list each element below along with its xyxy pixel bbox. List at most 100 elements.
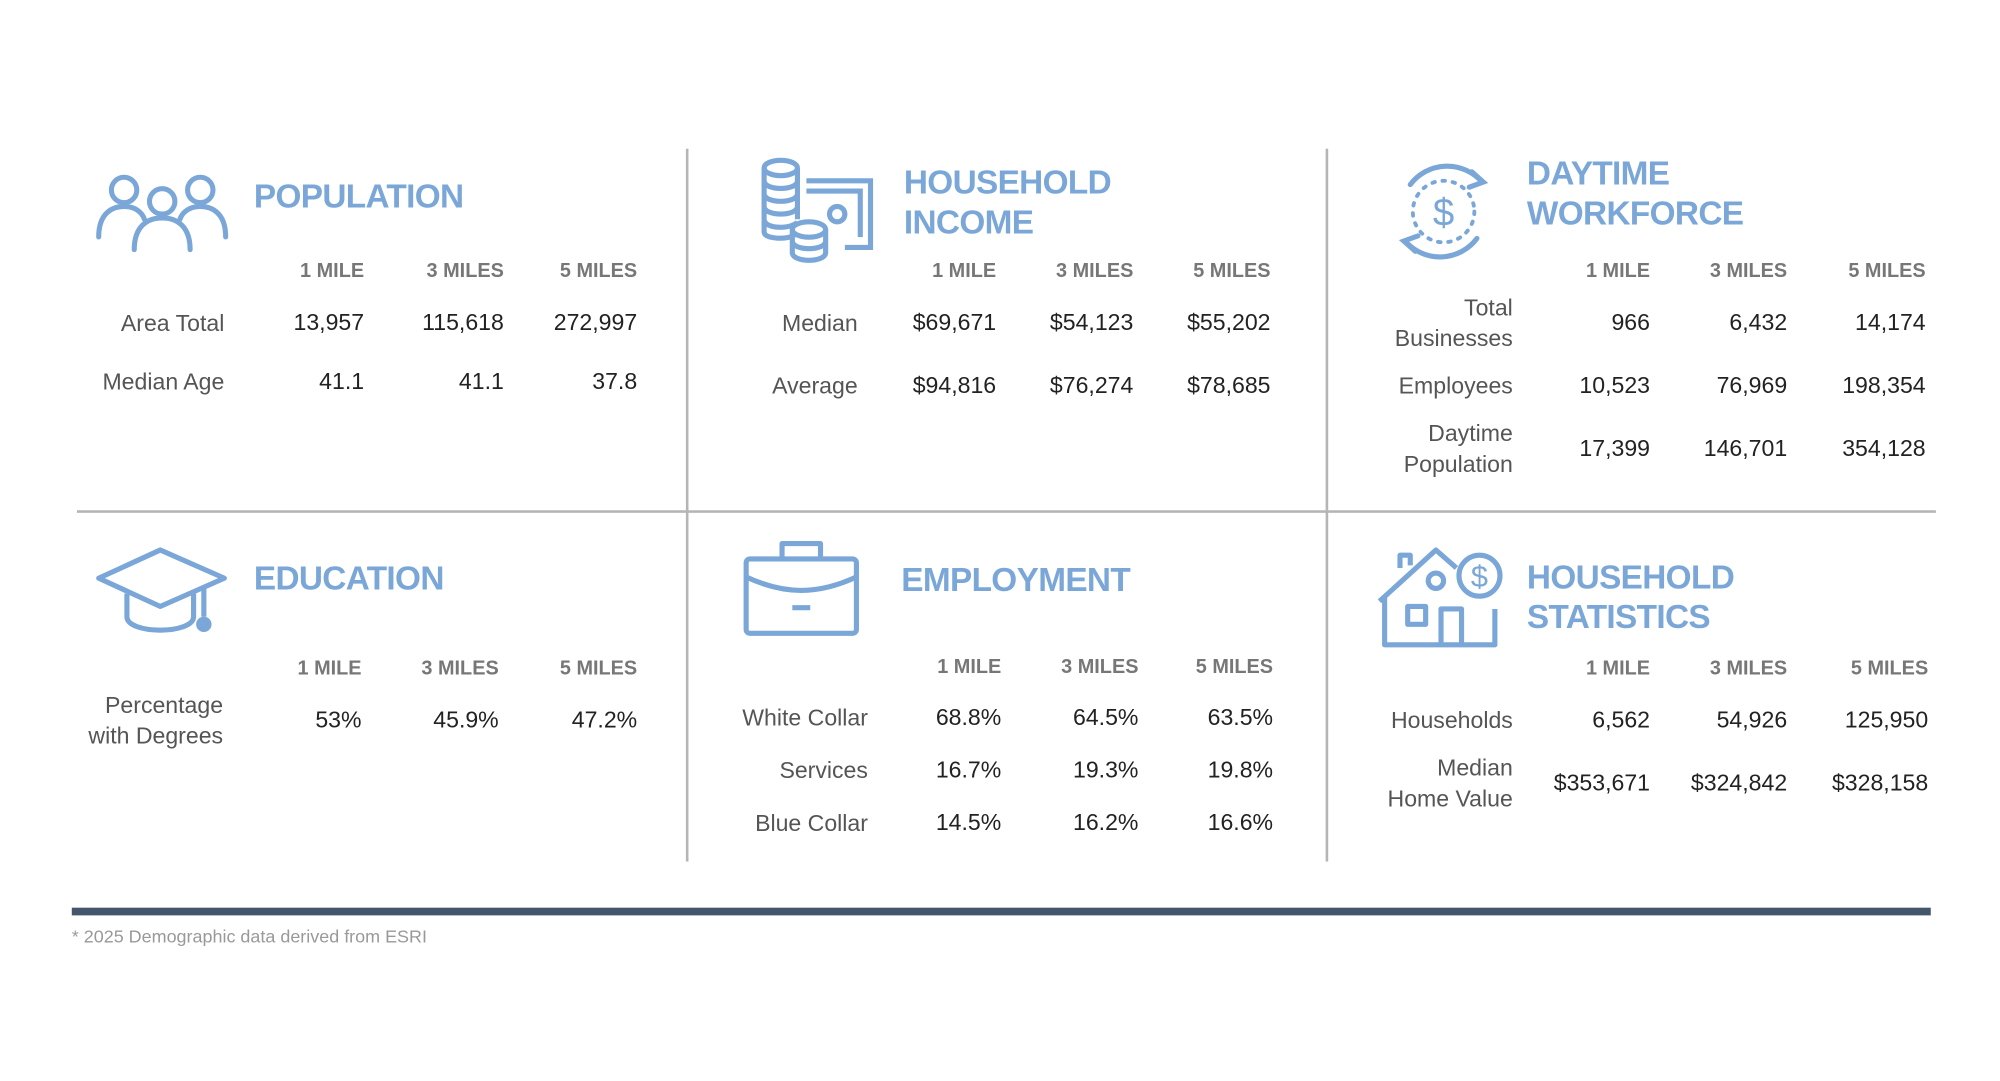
row-label-line: Median Age bbox=[102, 369, 225, 395]
cell-value: $78,685 bbox=[1187, 372, 1271, 399]
population-title: POPULATION bbox=[254, 177, 464, 217]
row-label-line: Total bbox=[1464, 294, 1513, 321]
cell-value: 16.6% bbox=[1207, 809, 1274, 836]
cell-value: 41.1 bbox=[458, 368, 504, 395]
row-label: Area Total bbox=[6, 308, 224, 339]
cell-value: $94,816 bbox=[912, 372, 997, 399]
cell-value: 115,618 bbox=[422, 309, 504, 336]
row-label-line: Percentage bbox=[105, 692, 224, 718]
column-header: 1 MILE bbox=[937, 656, 1002, 679]
cell-value: 272,997 bbox=[553, 309, 638, 336]
row-label: Households bbox=[1295, 705, 1513, 736]
title-line: DAYTIME bbox=[1526, 153, 1670, 193]
dollar-cycle-icon: $ bbox=[1392, 159, 1495, 264]
cell-value: 76,969 bbox=[1716, 372, 1788, 399]
row-label: White Collar bbox=[650, 703, 868, 734]
column-header: 3 MILES bbox=[1709, 260, 1788, 283]
column-header: 3 MILES bbox=[1061, 656, 1139, 679]
cell-value: 47.2% bbox=[571, 707, 638, 733]
title-line: WORKFORCE bbox=[1526, 193, 1744, 233]
row-label-line: Median bbox=[781, 310, 858, 336]
row-label: Median bbox=[640, 308, 858, 339]
row-label: Employees bbox=[1295, 371, 1513, 402]
cell-value: 354,128 bbox=[1842, 435, 1926, 461]
row-label-line: Businesses bbox=[1394, 325, 1513, 352]
column-header: 1 MILE bbox=[300, 260, 365, 283]
cell-value: 6,432 bbox=[1729, 309, 1788, 336]
column-header: 3 MILES bbox=[1056, 260, 1134, 283]
row-label-line: White Collar bbox=[742, 705, 868, 731]
column-header: 5 MILES bbox=[1850, 657, 1929, 680]
briefcase-icon bbox=[743, 538, 859, 636]
cell-value: 16.2% bbox=[1073, 809, 1139, 836]
graduation-cap-icon bbox=[96, 545, 227, 637]
cell-value: 14,174 bbox=[1855, 309, 1926, 336]
row-label: Percentage with Degrees bbox=[5, 690, 223, 752]
title-line: HOUSEHOLD bbox=[1526, 557, 1735, 597]
column-header: 5 MILES bbox=[559, 657, 638, 680]
cell-value: 19.3% bbox=[1073, 757, 1139, 783]
svg-text:$: $ bbox=[1471, 559, 1488, 594]
cell-value: 125,950 bbox=[1844, 707, 1929, 733]
house-dollar-icon: $ bbox=[1377, 545, 1505, 648]
row-label-line: Employees bbox=[1398, 373, 1513, 399]
cell-value: 41.1 bbox=[319, 368, 365, 395]
people-icon bbox=[96, 173, 229, 253]
cell-value: 17,399 bbox=[1579, 435, 1650, 461]
column-header: 1 MILE bbox=[1585, 260, 1650, 283]
cell-value: $69,671 bbox=[912, 309, 997, 336]
row-label-line: Households bbox=[1390, 707, 1513, 734]
title-line: INCOME bbox=[903, 202, 1034, 242]
divider-vertical bbox=[1325, 148, 1329, 862]
coins-cash-icon bbox=[760, 157, 874, 263]
title-line: EDUCATION bbox=[253, 558, 445, 598]
column-header: 5 MILES bbox=[1193, 260, 1271, 283]
row-label-line: Services bbox=[779, 757, 868, 784]
title-line: POPULATION bbox=[253, 176, 464, 216]
cell-value: 198,354 bbox=[1842, 372, 1926, 399]
row-label-line: Daytime bbox=[1428, 420, 1513, 447]
cell-value: 966 bbox=[1611, 309, 1650, 336]
cell-value: 68.8% bbox=[935, 704, 1002, 731]
employment-title: EMPLOYMENT bbox=[901, 560, 1130, 600]
cell-value: 14.5% bbox=[935, 809, 1002, 836]
footer-bar bbox=[71, 907, 1931, 916]
column-header: 1 MILE bbox=[932, 260, 997, 283]
row-label-line: Blue Collar bbox=[755, 810, 868, 836]
cell-value: $76,274 bbox=[1049, 372, 1134, 399]
row-label: Median Home Value bbox=[1295, 753, 1513, 815]
divider-horizontal bbox=[76, 510, 1936, 513]
column-header: 5 MILES bbox=[1848, 260, 1926, 283]
cell-value: 16.7% bbox=[935, 757, 1002, 783]
divider-vertical bbox=[685, 148, 689, 862]
row-label-line: Population bbox=[1403, 451, 1513, 477]
title-line: STATISTICS bbox=[1526, 597, 1711, 636]
cell-value: 54,926 bbox=[1716, 707, 1788, 733]
cell-value: 63.5% bbox=[1207, 704, 1274, 731]
column-header: 5 MILES bbox=[559, 260, 638, 283]
row-label: Services bbox=[650, 755, 868, 786]
row-label-line: Average bbox=[772, 373, 858, 399]
cell-value: 19.8% bbox=[1207, 757, 1274, 783]
education-title: EDUCATION bbox=[253, 558, 445, 599]
cell-value: $55,202 bbox=[1187, 309, 1271, 336]
row-label: Median Age bbox=[6, 367, 224, 398]
column-header: 3 MILES bbox=[426, 260, 504, 283]
title-line: EMPLOYMENT bbox=[901, 560, 1131, 599]
cell-value: 53% bbox=[315, 707, 362, 733]
row-label: Blue Collar bbox=[650, 808, 868, 839]
row-label: Average bbox=[640, 371, 858, 402]
column-header: 5 MILES bbox=[1195, 656, 1274, 679]
footnote: * 2025 Demographic data derived from ESR… bbox=[71, 925, 427, 947]
cell-value: $328,158 bbox=[1831, 769, 1929, 796]
column-header: 3 MILES bbox=[1709, 657, 1788, 680]
column-header: 3 MILES bbox=[421, 657, 499, 680]
cell-value: 6,562 bbox=[1592, 707, 1650, 733]
row-label-line: with Degrees bbox=[88, 723, 224, 749]
cell-value: $324,842 bbox=[1690, 769, 1788, 796]
cell-value: 10,523 bbox=[1579, 372, 1650, 399]
cell-value: 13,957 bbox=[293, 309, 365, 336]
row-label: Total Businesses bbox=[1295, 292, 1513, 354]
cell-value: 64.5% bbox=[1073, 704, 1139, 731]
